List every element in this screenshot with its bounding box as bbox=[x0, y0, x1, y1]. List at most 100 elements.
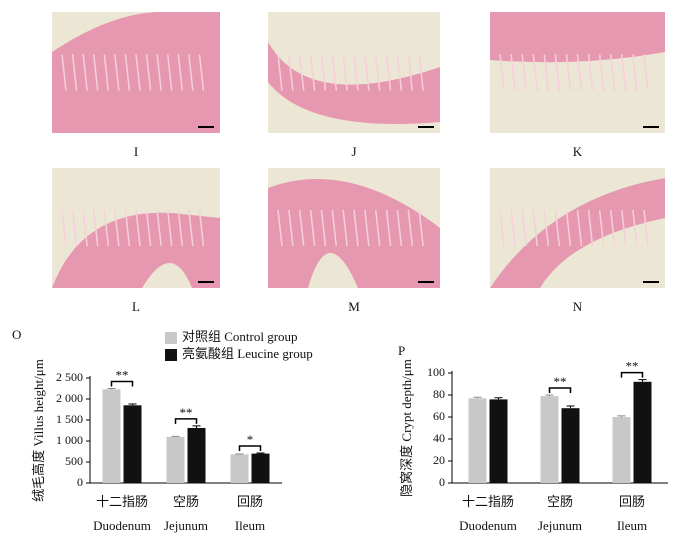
tissue-section bbox=[268, 179, 440, 288]
bar bbox=[468, 398, 487, 483]
significance-label: ** bbox=[116, 367, 129, 382]
villus bbox=[407, 209, 414, 247]
villus bbox=[288, 209, 294, 247]
villus bbox=[587, 54, 594, 91]
villus bbox=[587, 209, 594, 247]
villus bbox=[342, 54, 348, 91]
villus bbox=[92, 54, 99, 91]
villus bbox=[103, 209, 110, 247]
error-bar bbox=[638, 379, 647, 382]
y-tick-label: 60 bbox=[433, 409, 445, 423]
villus bbox=[135, 209, 141, 247]
villus bbox=[309, 54, 316, 91]
villus bbox=[353, 54, 359, 91]
villus bbox=[342, 209, 348, 247]
panel-label: M bbox=[348, 299, 360, 314]
y-tick-label: 0 bbox=[439, 475, 445, 489]
panel-label: J bbox=[351, 144, 356, 159]
villus bbox=[145, 209, 152, 247]
villus bbox=[643, 209, 649, 247]
y-tick-label: 100 bbox=[427, 365, 445, 379]
y-tick-label: 500 bbox=[65, 454, 83, 468]
tissue-section bbox=[268, 42, 440, 124]
villus bbox=[418, 54, 424, 91]
villus bbox=[188, 54, 194, 91]
villus bbox=[61, 54, 67, 91]
x-tick-sublabel: Duodenum bbox=[93, 518, 151, 533]
villus bbox=[277, 209, 283, 247]
bar bbox=[123, 405, 142, 483]
villus bbox=[374, 54, 381, 91]
villus bbox=[643, 54, 649, 91]
significance-label: ** bbox=[180, 405, 193, 420]
villus bbox=[385, 209, 392, 247]
villus bbox=[621, 54, 627, 91]
villus bbox=[166, 209, 173, 247]
error-bar bbox=[128, 403, 137, 406]
panel-label: I bbox=[134, 144, 138, 159]
villus bbox=[532, 54, 538, 91]
villus bbox=[598, 54, 605, 91]
significance-bracket bbox=[620, 371, 644, 378]
significance-label: ** bbox=[626, 359, 639, 374]
chart-panel-label: P bbox=[398, 343, 405, 358]
y-tick-label: 2 500 bbox=[56, 370, 83, 384]
tissue bbox=[52, 209, 220, 288]
x-tick-label: 空肠 bbox=[173, 494, 199, 509]
tissue bbox=[52, 12, 220, 133]
villus bbox=[177, 54, 184, 91]
villus bbox=[82, 54, 88, 91]
villus bbox=[124, 209, 131, 247]
villus bbox=[609, 209, 616, 247]
tissue-section bbox=[490, 178, 665, 288]
error-bar bbox=[473, 396, 482, 399]
bar bbox=[561, 408, 580, 483]
panel-label: N bbox=[573, 299, 583, 314]
significance-bracket bbox=[548, 387, 572, 393]
y-axis-label: 隐窝深度 Crypt depth/μm bbox=[399, 359, 414, 497]
villus bbox=[565, 54, 572, 91]
tissue bbox=[490, 12, 665, 91]
villus bbox=[71, 54, 78, 91]
x-tick-sublabel: Jejunum bbox=[164, 518, 208, 533]
villus bbox=[145, 54, 152, 91]
chart-panel-label: O bbox=[12, 327, 21, 342]
villus bbox=[92, 209, 99, 247]
legend-swatch bbox=[165, 332, 177, 344]
villus bbox=[103, 54, 110, 91]
villus bbox=[543, 209, 550, 247]
bar bbox=[166, 436, 185, 483]
villus bbox=[374, 209, 381, 247]
tissue-section bbox=[52, 12, 220, 133]
y-axis-label: 绒毛高度 Villus height/μm bbox=[31, 359, 46, 502]
legend-swatch bbox=[165, 349, 177, 361]
villus bbox=[82, 209, 88, 247]
significance-label: * bbox=[247, 432, 254, 447]
bar bbox=[540, 396, 559, 483]
tissue bbox=[268, 179, 440, 288]
villus bbox=[521, 209, 527, 247]
tissue bbox=[490, 178, 665, 288]
villus bbox=[418, 209, 424, 247]
bar bbox=[633, 381, 652, 483]
significance-bracket bbox=[110, 380, 134, 387]
villus bbox=[124, 54, 131, 91]
villus bbox=[609, 54, 616, 91]
villus bbox=[156, 54, 162, 91]
villus bbox=[298, 54, 305, 91]
villus bbox=[407, 54, 414, 91]
panel-label: L bbox=[132, 299, 140, 314]
villus bbox=[499, 54, 505, 91]
villus bbox=[632, 209, 638, 247]
significance-label: ** bbox=[554, 374, 567, 389]
villus bbox=[320, 54, 327, 91]
villus bbox=[532, 209, 538, 247]
x-tick-label: 十二指肠 bbox=[96, 494, 148, 509]
villus bbox=[114, 54, 120, 91]
villus bbox=[309, 209, 316, 247]
error-bar bbox=[192, 425, 201, 428]
bar bbox=[187, 427, 206, 483]
x-tick-sublabel: Duodenum bbox=[459, 518, 517, 533]
villus bbox=[71, 209, 78, 247]
error-bar bbox=[256, 452, 265, 454]
